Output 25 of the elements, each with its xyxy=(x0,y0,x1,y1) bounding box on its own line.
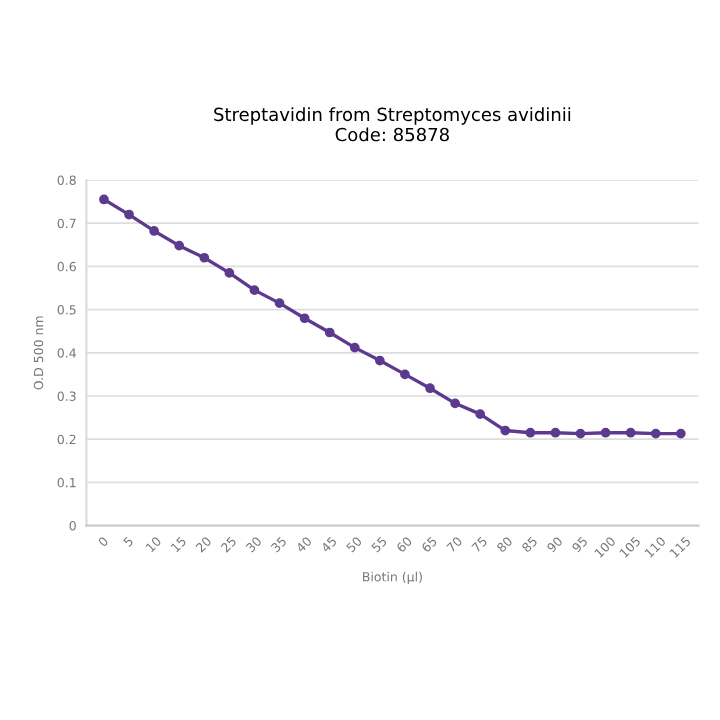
point xyxy=(675,428,686,439)
point xyxy=(625,427,636,438)
point xyxy=(174,240,185,251)
point xyxy=(299,313,310,324)
point xyxy=(99,194,109,205)
point xyxy=(575,428,586,439)
point xyxy=(249,285,260,296)
point xyxy=(475,409,486,420)
point xyxy=(525,427,536,438)
point xyxy=(199,252,210,263)
point xyxy=(375,355,385,366)
point xyxy=(149,226,159,236)
point xyxy=(450,398,460,409)
point xyxy=(425,383,435,394)
point xyxy=(124,209,134,220)
point xyxy=(550,427,561,438)
point xyxy=(349,342,360,353)
point xyxy=(650,428,661,439)
point xyxy=(500,425,511,436)
point xyxy=(324,327,335,338)
point xyxy=(600,427,611,438)
point xyxy=(224,268,235,278)
chart-title: Streptavidin from Streptomyces avidinii Code: 85878 xyxy=(214,107,571,142)
point xyxy=(400,369,410,380)
point xyxy=(274,298,285,308)
